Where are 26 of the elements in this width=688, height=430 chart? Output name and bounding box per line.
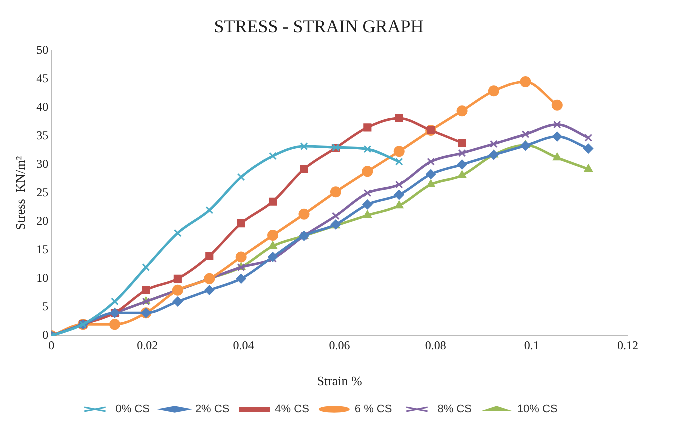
x-tick-label: 0.08: [425, 338, 446, 352]
chart-title: STRESS - STRAIN GRAPH: [214, 16, 424, 37]
y-tick-label: 50: [36, 42, 49, 57]
x-axis-title: Strain %: [317, 374, 363, 389]
x-tick-label: 0.1: [524, 338, 540, 352]
y-axis-title: Stress KN/m²: [13, 156, 28, 230]
legend-label: 2% CS: [195, 404, 230, 416]
x-tick-label: 0.06: [329, 338, 350, 352]
y-tick-label: 20: [36, 214, 49, 228]
y-tick-label: 5: [42, 300, 49, 314]
y-tick-label: 15: [36, 242, 49, 257]
y-tick-label: 10: [36, 271, 49, 286]
legend-label: 0% CS: [116, 404, 150, 416]
legend-label: 10% CS: [517, 404, 558, 416]
y-tick-label: 25: [36, 185, 49, 200]
x-tick-label: 0.12: [618, 338, 638, 352]
y-tick-label: 45: [36, 71, 49, 86]
y-tick-label: 30: [36, 156, 49, 171]
y-tick-label: 40: [36, 100, 49, 114]
legend-label: 8% CS: [438, 404, 472, 416]
x-tick-label: 0.04: [233, 338, 254, 352]
y-tick-label: 35: [36, 128, 49, 142]
x-tick-label: 0.02: [137, 338, 158, 352]
legend-label: 6 % CS: [354, 404, 392, 416]
y-tick-label: 0: [42, 328, 49, 342]
legend-label: 4% CS: [275, 404, 310, 416]
